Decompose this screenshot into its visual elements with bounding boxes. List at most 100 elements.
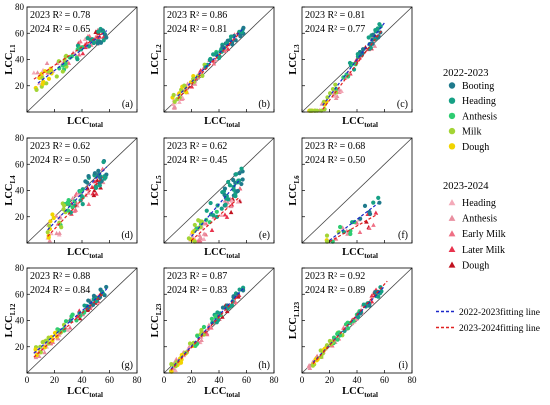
point-2022-2023 bbox=[209, 316, 214, 321]
point-2022-2023 bbox=[41, 79, 46, 84]
x-tick-label: 20 bbox=[50, 375, 60, 385]
point-2022-2023 bbox=[239, 166, 244, 171]
point-2022-2023 bbox=[48, 219, 53, 224]
legend-label: Anthesis bbox=[462, 214, 497, 225]
x-axis-label: LCCtotal bbox=[342, 116, 378, 129]
legend-label: Anthesis bbox=[462, 111, 497, 122]
x-tick-label: 40 bbox=[78, 375, 88, 385]
point-2023-2024 bbox=[94, 191, 99, 196]
fit-line-2022-2023 bbox=[33, 288, 108, 354]
point-2022-2023 bbox=[351, 318, 356, 324]
r2-2024: 2024 R² = 0.65 bbox=[30, 24, 90, 35]
legend-label: Heading bbox=[462, 198, 496, 209]
point-2023-2024 bbox=[208, 325, 214, 330]
panel-d: 20 40 60 80 2023 R² = 0.62 2024 R² = 0.50 (d) L… bbox=[4, 133, 138, 260]
legend-marker-circle bbox=[448, 82, 456, 89]
point-2022-2023 bbox=[101, 38, 106, 43]
y-tick-label: 60 bbox=[15, 159, 25, 169]
point-2022-2023 bbox=[78, 189, 83, 194]
point-2023-2024 bbox=[371, 222, 376, 227]
point-2022-2023 bbox=[59, 225, 64, 230]
x-tick-label: 80 bbox=[133, 375, 143, 385]
point-2022-2023 bbox=[366, 35, 371, 40]
y-axis-label-sub: L23 bbox=[155, 303, 163, 315]
point-2022-2023 bbox=[239, 181, 244, 187]
legend-marker-triangle bbox=[448, 230, 456, 237]
y-axis-label: LCCL1 bbox=[4, 44, 17, 75]
point-2022-2023 bbox=[238, 34, 243, 39]
point-2022-2023 bbox=[51, 215, 56, 221]
point-2023-2024 bbox=[172, 105, 177, 110]
x-axis-label: LCCtotal bbox=[67, 116, 103, 129]
fit-line-2022-2023 bbox=[37, 30, 108, 84]
point-2023-2024 bbox=[83, 45, 88, 50]
panel-h: 0 20 40 60 80 2023 R² = 0.87 2024 R² = 0.83 (h)… bbox=[150, 267, 279, 399]
panel-label: (e) bbox=[259, 230, 270, 241]
y-tick-label: 80 bbox=[15, 263, 25, 273]
panel-label: (i) bbox=[399, 360, 408, 371]
point-2022-2023 bbox=[80, 202, 85, 207]
point-2022-2023 bbox=[346, 326, 351, 331]
r2-2023: 2023 R² = 0.87 bbox=[167, 271, 227, 282]
point-2023-2024 bbox=[373, 210, 379, 215]
point-2022-2023 bbox=[237, 287, 242, 292]
point-2022-2023 bbox=[348, 228, 353, 234]
y-axis-label-sub: L123 bbox=[293, 301, 301, 317]
point-2022-2023 bbox=[186, 236, 191, 241]
point-2022-2023 bbox=[198, 224, 203, 230]
point-2022-2023 bbox=[47, 223, 52, 228]
point-2022-2023 bbox=[60, 69, 65, 74]
fit-line-2023-2024 bbox=[191, 196, 241, 241]
point-2022-2023 bbox=[226, 197, 231, 202]
y-axis-label-sub: L3 bbox=[293, 44, 301, 53]
point-2022-2023 bbox=[226, 179, 231, 185]
point-2022-2023 bbox=[46, 76, 52, 81]
point-2022-2023 bbox=[333, 82, 338, 87]
y-axis-label-main: LCC bbox=[4, 184, 15, 206]
point-2023-2024 bbox=[72, 51, 78, 56]
one-to-one-line bbox=[26, 6, 138, 113]
point-2022-2023 bbox=[377, 200, 382, 205]
fit-line-2023-2024 bbox=[177, 32, 241, 100]
y-axis-label: LCCL12 bbox=[4, 303, 17, 337]
legend-title-2023-2024: 2023-2024 bbox=[443, 181, 489, 192]
point-2022-2023 bbox=[172, 99, 177, 104]
point-2022-2023 bbox=[324, 233, 330, 238]
y-axis-label: LCCL6 bbox=[288, 175, 301, 206]
y-tick-label: 80 bbox=[15, 133, 25, 143]
one-to-one-line bbox=[163, 137, 275, 244]
y-axis-label-sub: L12 bbox=[9, 303, 17, 315]
fit-line-2022-2023 bbox=[170, 287, 245, 370]
x-tick-label: 0 bbox=[162, 375, 167, 385]
x-axis-label-main: LCC bbox=[67, 247, 89, 258]
legend-marker-circle bbox=[448, 127, 456, 135]
point-2022-2023 bbox=[322, 346, 328, 351]
legend-title-2022-2023: 2022-2023 bbox=[443, 68, 489, 79]
point-2022-2023 bbox=[65, 208, 71, 213]
point-2023-2024 bbox=[174, 356, 179, 361]
point-2023-2024 bbox=[65, 327, 71, 332]
y-tick-label: 60 bbox=[15, 28, 25, 38]
point-2023-2024 bbox=[66, 60, 72, 65]
y-axis-label-main: LCC bbox=[150, 53, 161, 75]
fit-line-2022-2023 bbox=[322, 22, 385, 106]
x-tick-label: 40 bbox=[215, 375, 225, 385]
legend: 2022-2023 Booting Heading Anthesis Milk Dough… bbox=[436, 68, 540, 334]
point-2022-2023 bbox=[96, 29, 101, 34]
point-2023-2024 bbox=[222, 198, 228, 203]
one-to-one-line bbox=[26, 267, 138, 374]
point-2022-2023 bbox=[325, 95, 330, 100]
legend-label: Early Milk bbox=[462, 229, 506, 240]
point-2023-2024 bbox=[86, 201, 92, 207]
legend-marker-circle bbox=[448, 143, 456, 150]
point-2022-2023 bbox=[84, 180, 90, 185]
point-2022-2023 bbox=[63, 61, 68, 66]
y-axis-label: LCCL4 bbox=[4, 175, 17, 206]
point-2023-2024 bbox=[224, 308, 230, 314]
point-2023-2024 bbox=[224, 214, 230, 219]
point-2023-2024 bbox=[85, 190, 91, 195]
y-axis-label: LCCL3 bbox=[288, 44, 301, 75]
point-2023-2024 bbox=[91, 192, 97, 198]
point-2023-2024 bbox=[47, 238, 53, 243]
point-2022-2023 bbox=[187, 341, 193, 346]
